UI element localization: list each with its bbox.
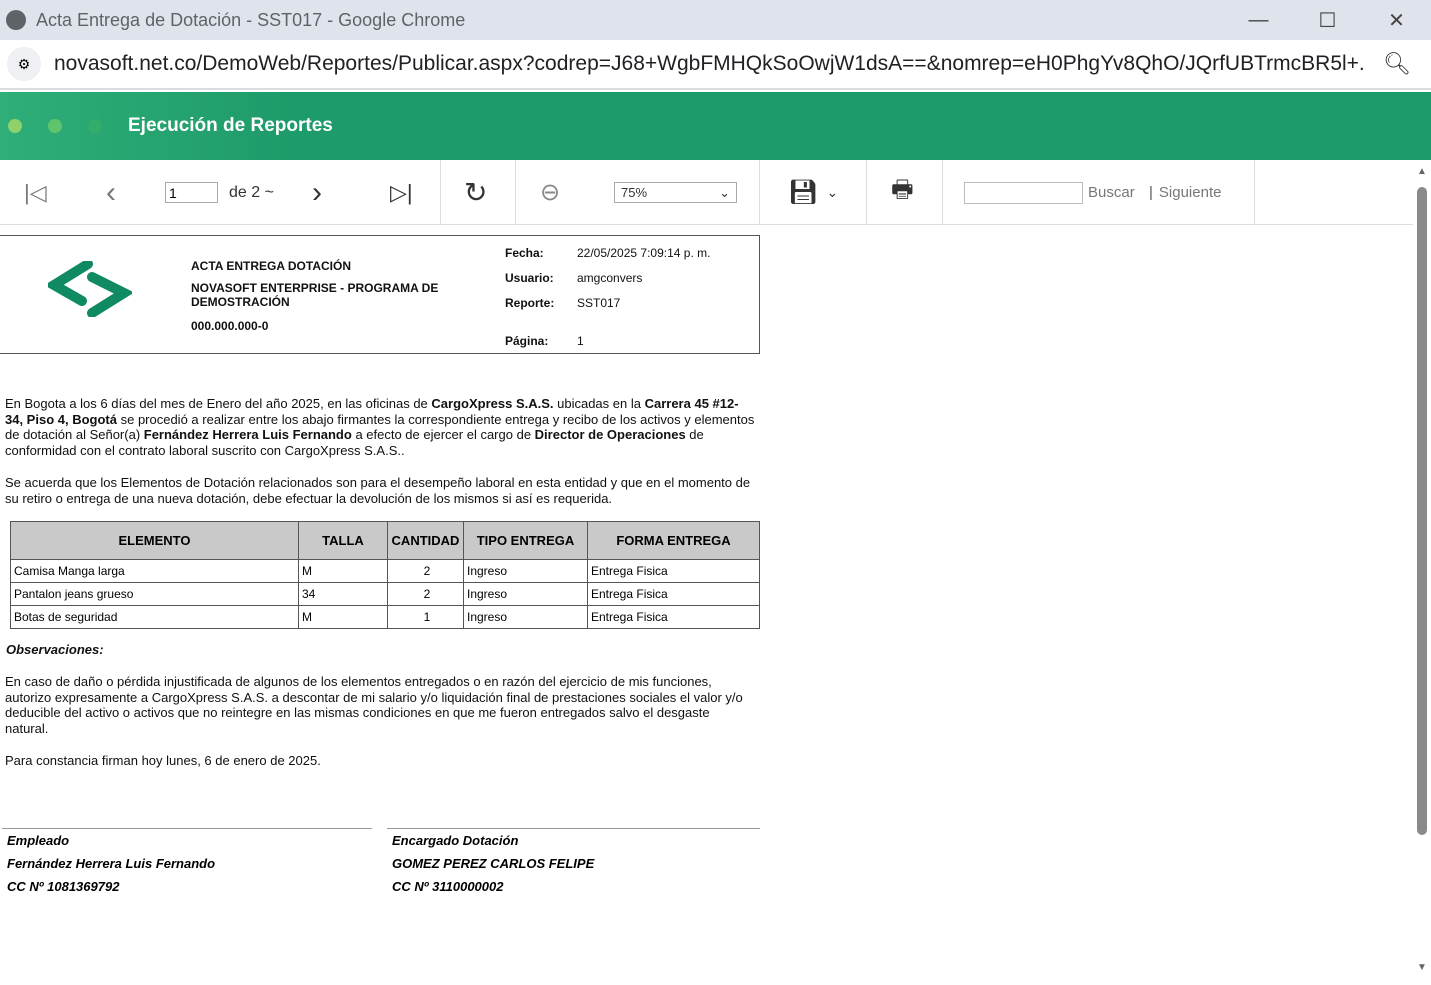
window-title: Acta Entrega de Dotación - SST017 - Goog… <box>36 9 466 30</box>
page-count: de 2 ~ <box>229 183 274 201</box>
column-header: CANTIDAD <box>387 521 464 560</box>
scroll-up-icon[interactable]: ▲ <box>1417 166 1427 177</box>
globe-icon <box>6 10 26 30</box>
column-header: TIPO ENTREGA <box>463 521 588 560</box>
manager-signature: Encargado Dotación GOMEZ PEREZ CARLOS FEL… <box>387 828 760 898</box>
meta-value: 1 <box>577 334 584 348</box>
intro-paragraph: En Bogota a los 6 días del mes de Enero … <box>5 396 755 458</box>
chevron-down-icon: ⌄ <box>719 184 730 200</box>
minimize-button[interactable]: — <box>1248 8 1269 31</box>
first-page-button[interactable]: |◁ <box>24 179 47 205</box>
last-page-button[interactable]: ▷| <box>390 179 413 205</box>
meta-label: Reporte: <box>505 296 555 310</box>
report-title: ACTA ENTREGA DOTACIÓN <box>191 259 351 273</box>
search-input[interactable] <box>964 181 1083 204</box>
dot-icon <box>48 119 62 133</box>
table-row: Pantalon jeans grueso 34 2 Ingreso Entrega F… <box>10 582 760 606</box>
observations-label: Observaciones: <box>6 642 104 657</box>
meta-value: 22/05/2025 7:09:14 p. m. <box>577 246 711 260</box>
table-row: Camisa Manga larga M 2 Ingreso Entrega Fisic… <box>10 559 760 583</box>
table-row: Botas de seguridad M 1 Ingreso Entrega Fisic… <box>10 605 760 629</box>
refresh-icon[interactable]: ↻ <box>464 177 488 208</box>
company-logo <box>48 261 132 317</box>
column-header: TALLA <box>298 521 388 560</box>
search-button[interactable]: Buscar <box>1088 184 1135 201</box>
scrollbar[interactable]: ▲ ▼ <box>1413 160 1431 985</box>
back-icon[interactable]: ⊖ <box>540 179 561 206</box>
company-name: NOVASOFT ENTERPRISE - PROGRAMA DE DEMOST… <box>191 281 439 309</box>
closing-paragraph: Para constancia firman hoy lunes, 6 de e… <box>5 753 321 768</box>
zoom-icon[interactable]: 🔍︎ <box>1383 51 1411 76</box>
prev-page-button[interactable]: ‹ <box>106 175 116 209</box>
report-header: ACTA ENTREGA DOTACIÓN NOVASOFT ENTERPRIS… <box>0 235 760 354</box>
next-match-button[interactable]: Siguiente <box>1158 184 1222 201</box>
meta-value: SST017 <box>577 296 621 310</box>
scroll-down-icon[interactable]: ▼ <box>1417 962 1427 973</box>
zoom-value: 75% <box>621 185 648 200</box>
url-text[interactable]: novasoft.net.co/DemoWeb/Reportes/Publica… <box>54 52 1364 75</box>
company-nit: 000.000.000-0 <box>191 319 269 333</box>
meta-label: Usuario: <box>505 271 554 285</box>
agreement-paragraph: Se acuerda que los Elementos de Dotación… <box>5 475 751 506</box>
address-bar[interactable]: ⚙ novasoft.net.co/DemoWeb/Reportes/Publi… <box>0 40 1431 90</box>
zoom-select[interactable]: 75% ⌄ <box>614 182 737 203</box>
report-toolbar: |◁ ‹ de 2 ~ › ▷| ↻ ⊖ 75%⌄ 💾︎ ⌄ 🖶 Buscar … <box>0 160 1413 225</box>
maximize-button[interactable]: ☐ <box>1318 9 1337 32</box>
print-icon[interactable]: 🖶 <box>891 176 914 203</box>
save-icon[interactable]: 💾︎ ⌄ <box>788 179 839 206</box>
observations-paragraph: En caso de daño o pérdida injustificada … <box>5 674 743 736</box>
employee-signature: Empleado Fernández Herrera Luis Fernando C… <box>2 828 372 898</box>
close-button[interactable]: ✕ <box>1388 9 1405 32</box>
app-title: Ejecución de Reportes <box>128 115 333 136</box>
next-page-button[interactable]: › <box>312 175 322 209</box>
site-settings-icon[interactable]: ⚙ <box>7 47 41 81</box>
app-header: Ejecución de Reportes <box>0 92 1431 160</box>
meta-value: amgconvers <box>577 271 643 285</box>
page-number-input[interactable] <box>165 182 218 203</box>
meta-label: Fecha: <box>505 246 544 260</box>
chevron-down-icon[interactable]: ⌄ <box>826 184 839 200</box>
browser-title-bar: Acta Entrega de Dotación - SST017 - Goog… <box>0 0 1431 40</box>
column-header: ELEMENTO <box>10 521 299 560</box>
column-header: FORMA ENTREGA <box>587 521 760 560</box>
items-table: ELEMENTO TALLA CANTIDAD TIPO ENTREGA FOR… <box>10 521 760 629</box>
dot-icon <box>88 119 102 133</box>
meta-label: Página: <box>505 334 549 348</box>
scroll-thumb[interactable] <box>1417 187 1427 835</box>
dot-icon <box>8 119 22 133</box>
